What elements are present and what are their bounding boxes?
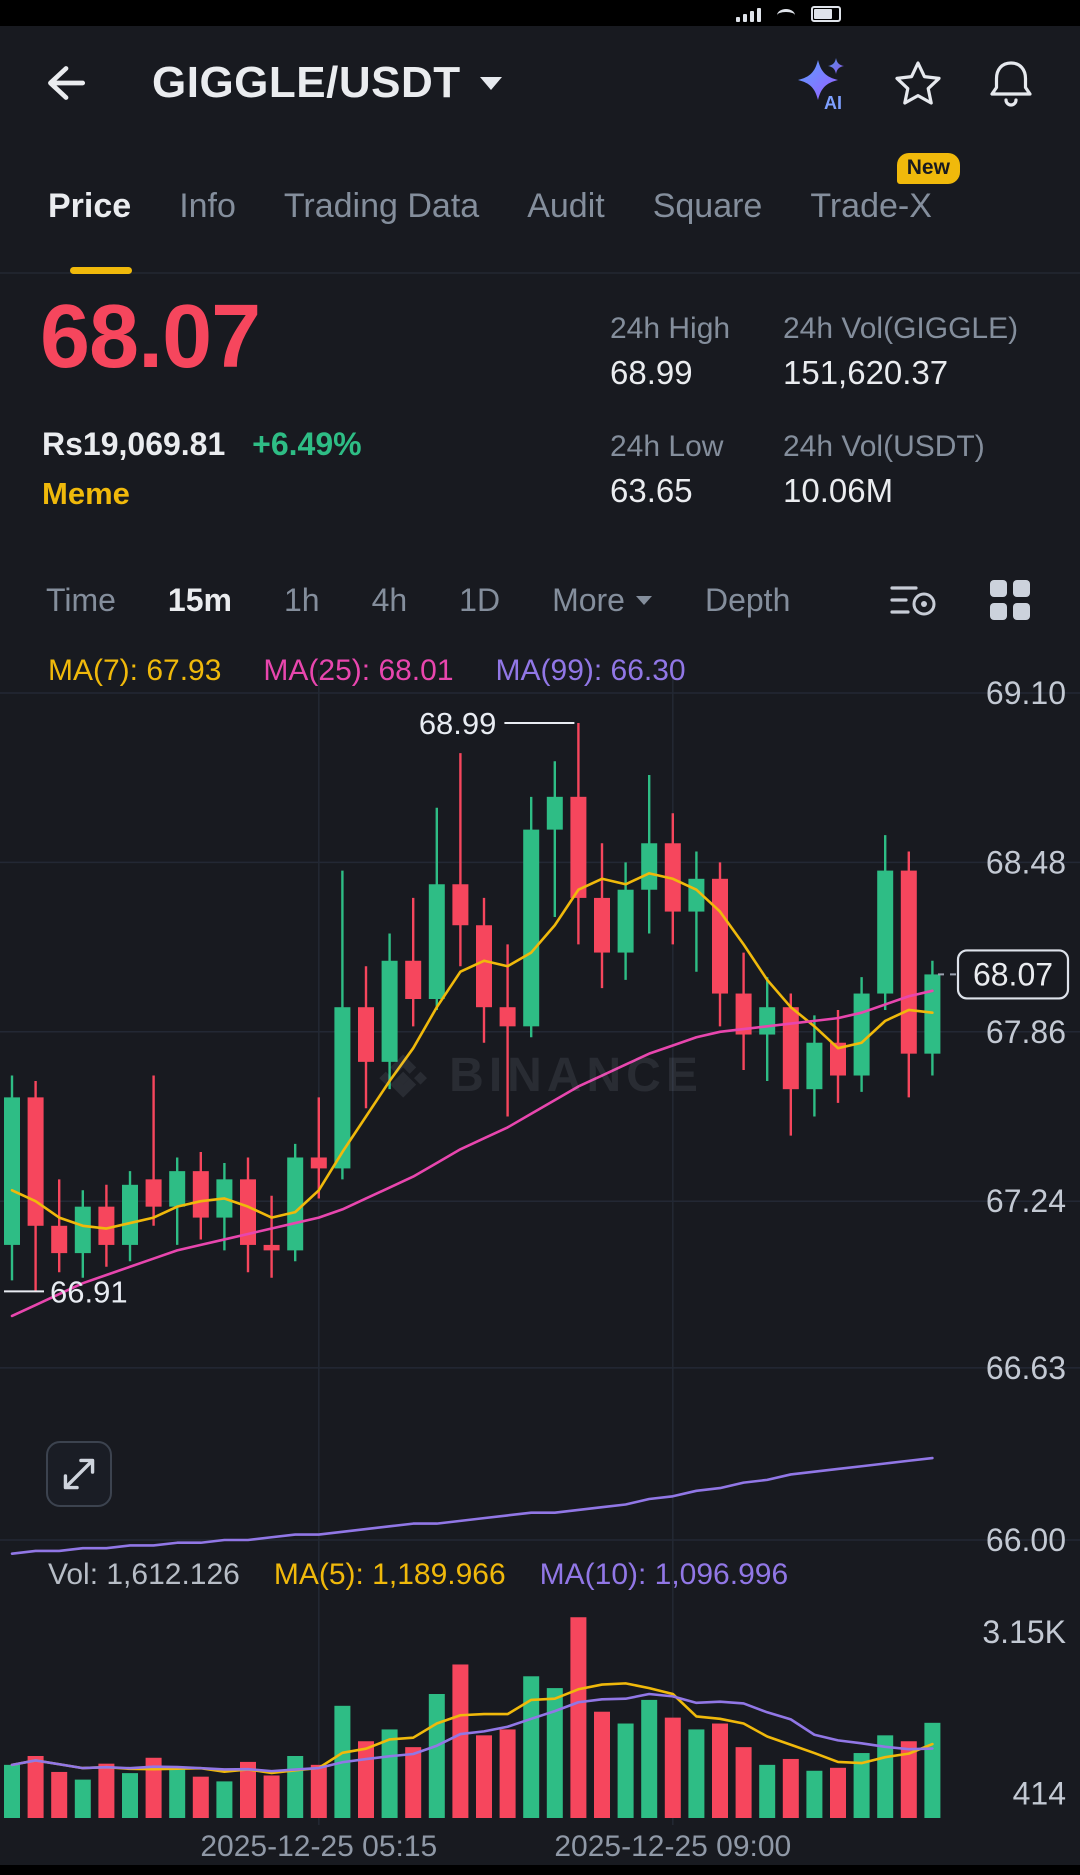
fiat-row: Rs19,069.81 +6.49% bbox=[42, 426, 362, 463]
svg-text:67.24: 67.24 bbox=[986, 1183, 1066, 1219]
page-tabs: Price Info Trading Data Audit Square Tra… bbox=[0, 140, 1080, 274]
tab-square[interactable]: Square bbox=[652, 186, 763, 225]
header: GIGGLE/USDT AI bbox=[0, 26, 1080, 140]
back-arrow-icon bbox=[48, 66, 86, 100]
tab-trading-data[interactable]: Trading Data bbox=[283, 186, 480, 225]
meme-tag: Meme bbox=[42, 476, 130, 511]
interval-more[interactable]: More bbox=[552, 582, 653, 619]
vol-ma10-legend: MA(10): 1,096.996 bbox=[539, 1558, 789, 1591]
status-bar bbox=[0, 0, 1080, 26]
svg-text:AI: AI bbox=[824, 93, 842, 112]
stat-24h-vol-base: 24h Vol(GIGGLE) 151,620.37 bbox=[783, 312, 1018, 392]
interval-more-label: More bbox=[552, 581, 625, 618]
star-icon bbox=[895, 61, 941, 105]
tab-trade-x[interactable]: Trade-X New bbox=[810, 152, 960, 226]
svg-text:66.00: 66.00 bbox=[986, 1522, 1066, 1558]
depth-toggle[interactable]: Depth bbox=[704, 581, 791, 618]
ma99-legend: MA(99): 66.30 bbox=[495, 654, 686, 687]
price-chart[interactable]: 68.99 66.91 68.07 69.10 68.48 67.86 67.24 66.63… bbox=[0, 640, 1080, 1875]
price-summary: 68.07 Rs19,069.81 +6.49% Meme 24h High 6… bbox=[0, 274, 1080, 560]
tab-price[interactable]: Price bbox=[48, 186, 132, 225]
volume-legend: Vol: 1,612.126 MA(5): 1,189.966 MA(10): … bbox=[48, 1558, 788, 1592]
favorite-button[interactable] bbox=[892, 58, 944, 110]
header-actions: AI bbox=[792, 56, 1036, 113]
last-price: 68.07 bbox=[40, 287, 261, 387]
stat-value: 68.99 bbox=[610, 354, 693, 391]
chart-tool-icons bbox=[886, 576, 1034, 624]
interval-15m[interactable]: 15m bbox=[167, 581, 232, 618]
new-badge: New bbox=[896, 152, 960, 184]
ai-sparkle-icon: AI bbox=[798, 58, 844, 113]
svg-text:68.99: 68.99 bbox=[419, 706, 497, 741]
tab-audit[interactable]: Audit bbox=[527, 186, 605, 225]
vol-current-legend: Vol: 1,612.126 bbox=[48, 1558, 240, 1591]
indicator-settings-icon bbox=[890, 586, 936, 616]
battery-icon bbox=[811, 6, 841, 22]
active-tab-underline bbox=[70, 267, 132, 274]
stat-label: 24h High bbox=[610, 312, 731, 345]
chevron-down-icon bbox=[635, 595, 652, 605]
fullscreen-chart-button[interactable] bbox=[46, 1441, 112, 1507]
svg-text:2025-12-25 09:00: 2025-12-25 09:00 bbox=[554, 1830, 791, 1863]
svg-text:68.07: 68.07 bbox=[973, 956, 1053, 992]
svg-text:2025-12-25 05:15: 2025-12-25 05:15 bbox=[200, 1830, 437, 1863]
back-button[interactable] bbox=[40, 58, 90, 108]
svg-text:66.91: 66.91 bbox=[50, 1274, 128, 1309]
stat-value: 151,620.37 bbox=[783, 354, 949, 391]
svg-text:67.86: 67.86 bbox=[986, 1014, 1066, 1050]
interval-1d[interactable]: 1D bbox=[459, 581, 501, 618]
ai-assistant-button[interactable]: AI bbox=[792, 56, 850, 113]
ma-legend: MA(7): 67.93 MA(25): 68.01 MA(99): 66.30 bbox=[48, 654, 686, 688]
svg-text:68.48: 68.48 bbox=[986, 844, 1066, 880]
signal-icon bbox=[736, 8, 761, 22]
wifi-icon bbox=[777, 9, 795, 22]
tab-info[interactable]: Info bbox=[179, 186, 236, 225]
svg-text:69.10: 69.10 bbox=[986, 675, 1066, 711]
stat-24h-vol-quote: 24h Vol(USDT) 10.06M bbox=[783, 430, 985, 510]
stat-value: 63.65 bbox=[610, 472, 693, 509]
grid-icon bbox=[990, 580, 1030, 620]
tab-trade-x-label: Trade-X bbox=[810, 186, 932, 225]
vol-ma5-legend: MA(5): 1,189.966 bbox=[273, 1558, 506, 1591]
svg-text:414: 414 bbox=[1013, 1776, 1066, 1812]
interval-1h[interactable]: 1h bbox=[283, 581, 320, 618]
stat-label: 24h Vol(USDT) bbox=[783, 430, 985, 463]
change-percent: +6.49% bbox=[252, 426, 362, 462]
stat-24h-high: 24h High 68.99 bbox=[610, 312, 730, 392]
status-icons bbox=[736, 6, 841, 22]
ma7-legend: MA(7): 67.93 bbox=[48, 654, 222, 687]
interval-4h[interactable]: 4h bbox=[371, 581, 408, 618]
expand-icon bbox=[63, 1458, 95, 1490]
notifications-button[interactable] bbox=[986, 58, 1036, 110]
stat-24h-low: 24h Low 63.65 bbox=[610, 430, 723, 510]
pair-title: GIGGLE/USDT bbox=[152, 58, 461, 107]
chart-area: BINANCE MA(7): 67.93 MA(25): 68.01 MA(99… bbox=[0, 640, 1080, 1875]
interval-time[interactable]: Time bbox=[46, 581, 116, 618]
stat-label: 24h Vol(GIGGLE) bbox=[783, 312, 1019, 345]
svg-text:3.15K: 3.15K bbox=[982, 1614, 1066, 1650]
stat-label: 24h Low bbox=[610, 430, 724, 463]
chevron-down-icon bbox=[479, 76, 502, 90]
bottom-system-bar bbox=[0, 1865, 1080, 1875]
bell-icon bbox=[990, 61, 1032, 107]
pair-selector[interactable]: GIGGLE/USDT bbox=[152, 52, 503, 114]
ma25-legend: MA(25): 68.01 bbox=[263, 654, 454, 687]
fiat-value: Rs19,069.81 bbox=[42, 426, 226, 462]
layout-grid-button[interactable] bbox=[986, 576, 1034, 624]
binance-logo-icon bbox=[379, 1053, 427, 1098]
svg-text:66.63: 66.63 bbox=[986, 1350, 1066, 1386]
interval-row: Time 15m 1h 4h 1D More Depth bbox=[0, 560, 1080, 640]
binance-watermark: BINANCE bbox=[377, 1048, 703, 1103]
indicator-settings-button[interactable] bbox=[886, 577, 940, 623]
watermark-text: BINANCE bbox=[449, 1049, 703, 1102]
stat-value: 10.06M bbox=[783, 472, 894, 509]
